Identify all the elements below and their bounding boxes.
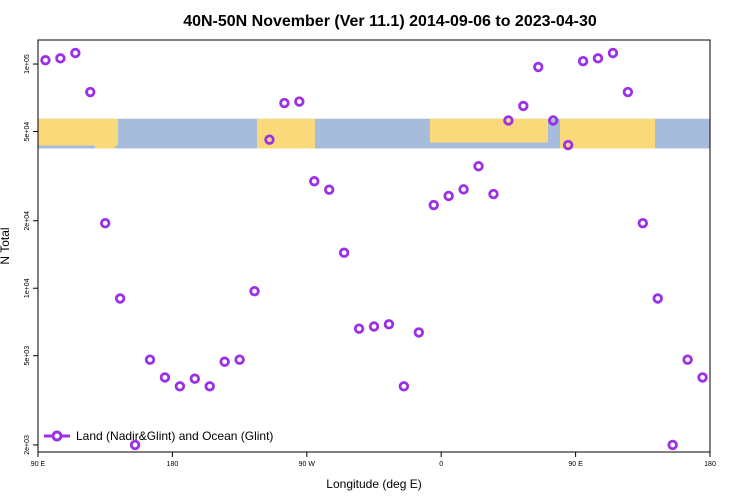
y-tick-label-4: 5e+04: [24, 122, 31, 142]
data-point: [70, 47, 81, 59]
data-point: [40, 55, 51, 66]
legend-entry-label: Land (Nadir&Glint) and Ocean (Glint): [76, 429, 273, 443]
legend: Land (Nadir&Glint) and Ocean (Glint): [44, 429, 273, 443]
band-land-2: [430, 118, 548, 143]
data-point: [488, 188, 499, 200]
y-tick-label-5: 1e+05: [24, 54, 31, 74]
data-point: [324, 184, 335, 195]
data-point: [503, 115, 514, 126]
data-point: [622, 86, 634, 98]
data-point: [129, 439, 141, 451]
band-land-1: [257, 118, 315, 149]
data-point: [607, 47, 619, 59]
data-point: [413, 327, 424, 338]
data-point: [264, 134, 275, 145]
data-point: [697, 372, 708, 383]
data-point: [592, 53, 604, 64]
data-point: [518, 100, 529, 112]
band-land-5: [95, 136, 115, 149]
data-point: [398, 381, 410, 392]
plot-frame: [37, 39, 711, 453]
data-point: [577, 55, 589, 67]
data-point: [562, 139, 574, 151]
x-tick-label-1: 180: [167, 461, 179, 468]
y-tick-label-1: 5e+03: [24, 346, 31, 366]
data-point: [637, 218, 648, 229]
data-point: [548, 115, 559, 126]
x-tick-label-3: 0: [439, 461, 443, 468]
data-point: [353, 323, 365, 334]
data-point: [99, 218, 111, 229]
data-point: [458, 184, 469, 195]
data-point: [294, 96, 305, 107]
x-axis: 90 E 180 90 W 0 90 E 180: [31, 452, 716, 468]
data-point: [309, 176, 320, 187]
data-point: [204, 381, 215, 392]
x-axis-label: Longitude (deg E): [326, 477, 421, 491]
data-point: [219, 356, 230, 367]
data-point: [443, 190, 454, 202]
x-tick-label-4: 90 E: [568, 461, 583, 468]
data-point: [55, 53, 66, 64]
legend-marker: [51, 430, 63, 442]
map-band: [38, 118, 710, 149]
data-point: [652, 293, 663, 304]
data-point: [383, 319, 395, 330]
y-tick-label-0: 2e+03: [24, 435, 31, 455]
data-point: [234, 354, 245, 365]
y-tick-label-2: 1e+04: [24, 278, 31, 298]
data-point: [279, 97, 290, 109]
band-land-4: [600, 135, 635, 149]
y-axis: 2e+03 5e+03 1e+04 2e+04 5e+04 1e+05: [24, 54, 38, 455]
data-point: [682, 354, 693, 365]
data-point: [533, 61, 544, 73]
data-point: [174, 381, 186, 392]
data-point: [144, 354, 156, 365]
data-point: [428, 199, 439, 211]
chart-title: 40N-50N November (Ver 11.1) 2014-09-06 t…: [183, 13, 597, 30]
data-point: [473, 161, 484, 172]
data-point: [368, 321, 380, 332]
x-tick-label-0: 90 E: [31, 461, 46, 468]
data-points: [40, 47, 708, 451]
data-point: [189, 373, 200, 384]
data-point: [85, 86, 96, 98]
data-point: [114, 293, 126, 304]
data-point: [338, 247, 350, 258]
data-point: [249, 285, 260, 297]
y-axis-label: N Total: [0, 227, 12, 264]
y-tick-label-3: 2e+04: [24, 211, 31, 231]
data-point: [667, 439, 678, 451]
x-tick-label-2: 90 W: [299, 461, 316, 468]
x-tick-label-5: 180: [704, 461, 716, 468]
data-point: [159, 372, 171, 383]
